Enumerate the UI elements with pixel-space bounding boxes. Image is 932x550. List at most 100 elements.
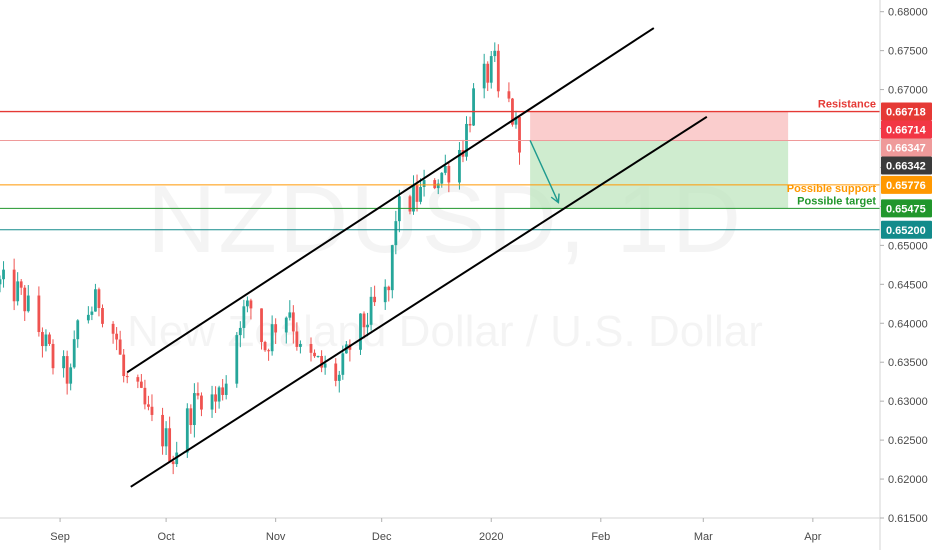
time-axis[interactable]: Sep Oct Nov Dec 2020 Feb Mar Apr	[50, 518, 822, 543]
candle-body	[12, 269, 16, 302]
trend-channel[interactable]	[126, 27, 708, 488]
candle-body	[143, 387, 147, 405]
candle	[196, 382, 200, 400]
candle-body	[41, 332, 44, 347]
candle-body	[387, 286, 391, 291]
x-tick-label: Sep	[50, 531, 70, 543]
candle	[249, 298, 253, 320]
x-tick-label: Feb	[591, 531, 610, 543]
lower-trend-line[interactable]	[130, 116, 708, 488]
support-label: Possible support	[787, 183, 877, 195]
candle-body	[518, 116, 521, 153]
candle-body	[62, 356, 66, 369]
candle-body	[458, 149, 461, 183]
candle	[472, 83, 475, 127]
candle-body	[366, 324, 369, 328]
price-tag-value: 0.65200	[886, 225, 926, 237]
candle-body	[408, 196, 412, 212]
candle	[383, 279, 387, 310]
candle-body	[412, 185, 415, 212]
candle-body	[245, 300, 249, 307]
price-tag-background	[881, 175, 932, 194]
candle-body	[23, 287, 27, 312]
candle	[267, 348, 270, 361]
candle	[214, 386, 217, 413]
candle-body	[19, 281, 23, 288]
candle-body	[2, 269, 5, 280]
support-price-tag: 0.65776	[881, 175, 932, 194]
candle-body	[97, 289, 101, 309]
candle	[69, 363, 73, 391]
candle-body	[65, 356, 69, 384]
candle	[26, 285, 30, 313]
candle-body	[507, 91, 511, 99]
y-tick-label: 0.63000	[888, 396, 928, 408]
candle	[486, 61, 490, 92]
y-tick-label: 0.61500	[888, 513, 928, 525]
price-tag-background	[881, 156, 932, 175]
candle-body	[122, 354, 126, 377]
candle	[23, 285, 27, 322]
candle	[496, 44, 500, 98]
candle-body	[0, 279, 2, 285]
candle-body	[242, 306, 246, 328]
candle	[514, 110, 518, 129]
candle-body	[164, 428, 168, 447]
candle	[242, 299, 246, 339]
target-price-tag: 0.65475	[881, 199, 932, 218]
x-tick-label: Nov	[266, 531, 286, 543]
candle	[189, 404, 193, 434]
candle	[468, 116, 472, 133]
candle	[122, 349, 126, 383]
candle-body	[44, 334, 48, 347]
candle-body	[320, 355, 324, 368]
candle	[260, 308, 263, 350]
candle-body	[334, 363, 338, 381]
price-tag-background	[881, 138, 932, 157]
candle	[76, 319, 80, 348]
candle-body	[436, 183, 440, 189]
candle	[337, 370, 341, 393]
x-tick-label: 2020	[479, 531, 503, 543]
low-target-price-tag: 0.65200	[881, 220, 932, 239]
price-tag-background	[881, 102, 932, 121]
candle-body	[72, 339, 76, 368]
take-profit-zone	[530, 140, 789, 209]
price-price-tag: 0.66714	[881, 120, 932, 139]
candle	[493, 42, 497, 63]
candle-body	[267, 350, 270, 352]
candle-body	[270, 324, 274, 352]
candle	[185, 403, 189, 458]
candle-body	[217, 387, 221, 402]
candle	[235, 332, 239, 388]
candle-body	[274, 324, 278, 333]
candle	[168, 416, 172, 463]
projection-arrow[interactable]	[529, 140, 560, 204]
candle	[101, 304, 104, 328]
candle	[419, 178, 422, 205]
y-tick-label: 0.63500	[888, 357, 928, 369]
candle	[323, 355, 327, 375]
position-tool[interactable]	[530, 111, 789, 209]
candle	[12, 258, 16, 311]
candle	[2, 261, 5, 288]
y-tick-label: 0.64500	[888, 279, 928, 291]
candle	[334, 358, 338, 387]
y-tick-label: 0.64000	[888, 318, 928, 330]
candle-body	[415, 185, 419, 202]
resistance-price-tag: 0.66718	[881, 102, 932, 121]
candle	[217, 385, 221, 409]
candle	[433, 178, 437, 190]
candle-body	[210, 394, 214, 410]
candle	[143, 379, 147, 410]
upper-trend-line[interactable]	[126, 27, 655, 374]
candle	[94, 283, 97, 312]
x-tick-label: Oct	[158, 531, 175, 543]
candle	[288, 300, 292, 321]
x-tick-label: Dec	[372, 531, 392, 543]
candle	[48, 332, 51, 346]
candle	[390, 244, 394, 299]
candle-body	[26, 295, 30, 312]
